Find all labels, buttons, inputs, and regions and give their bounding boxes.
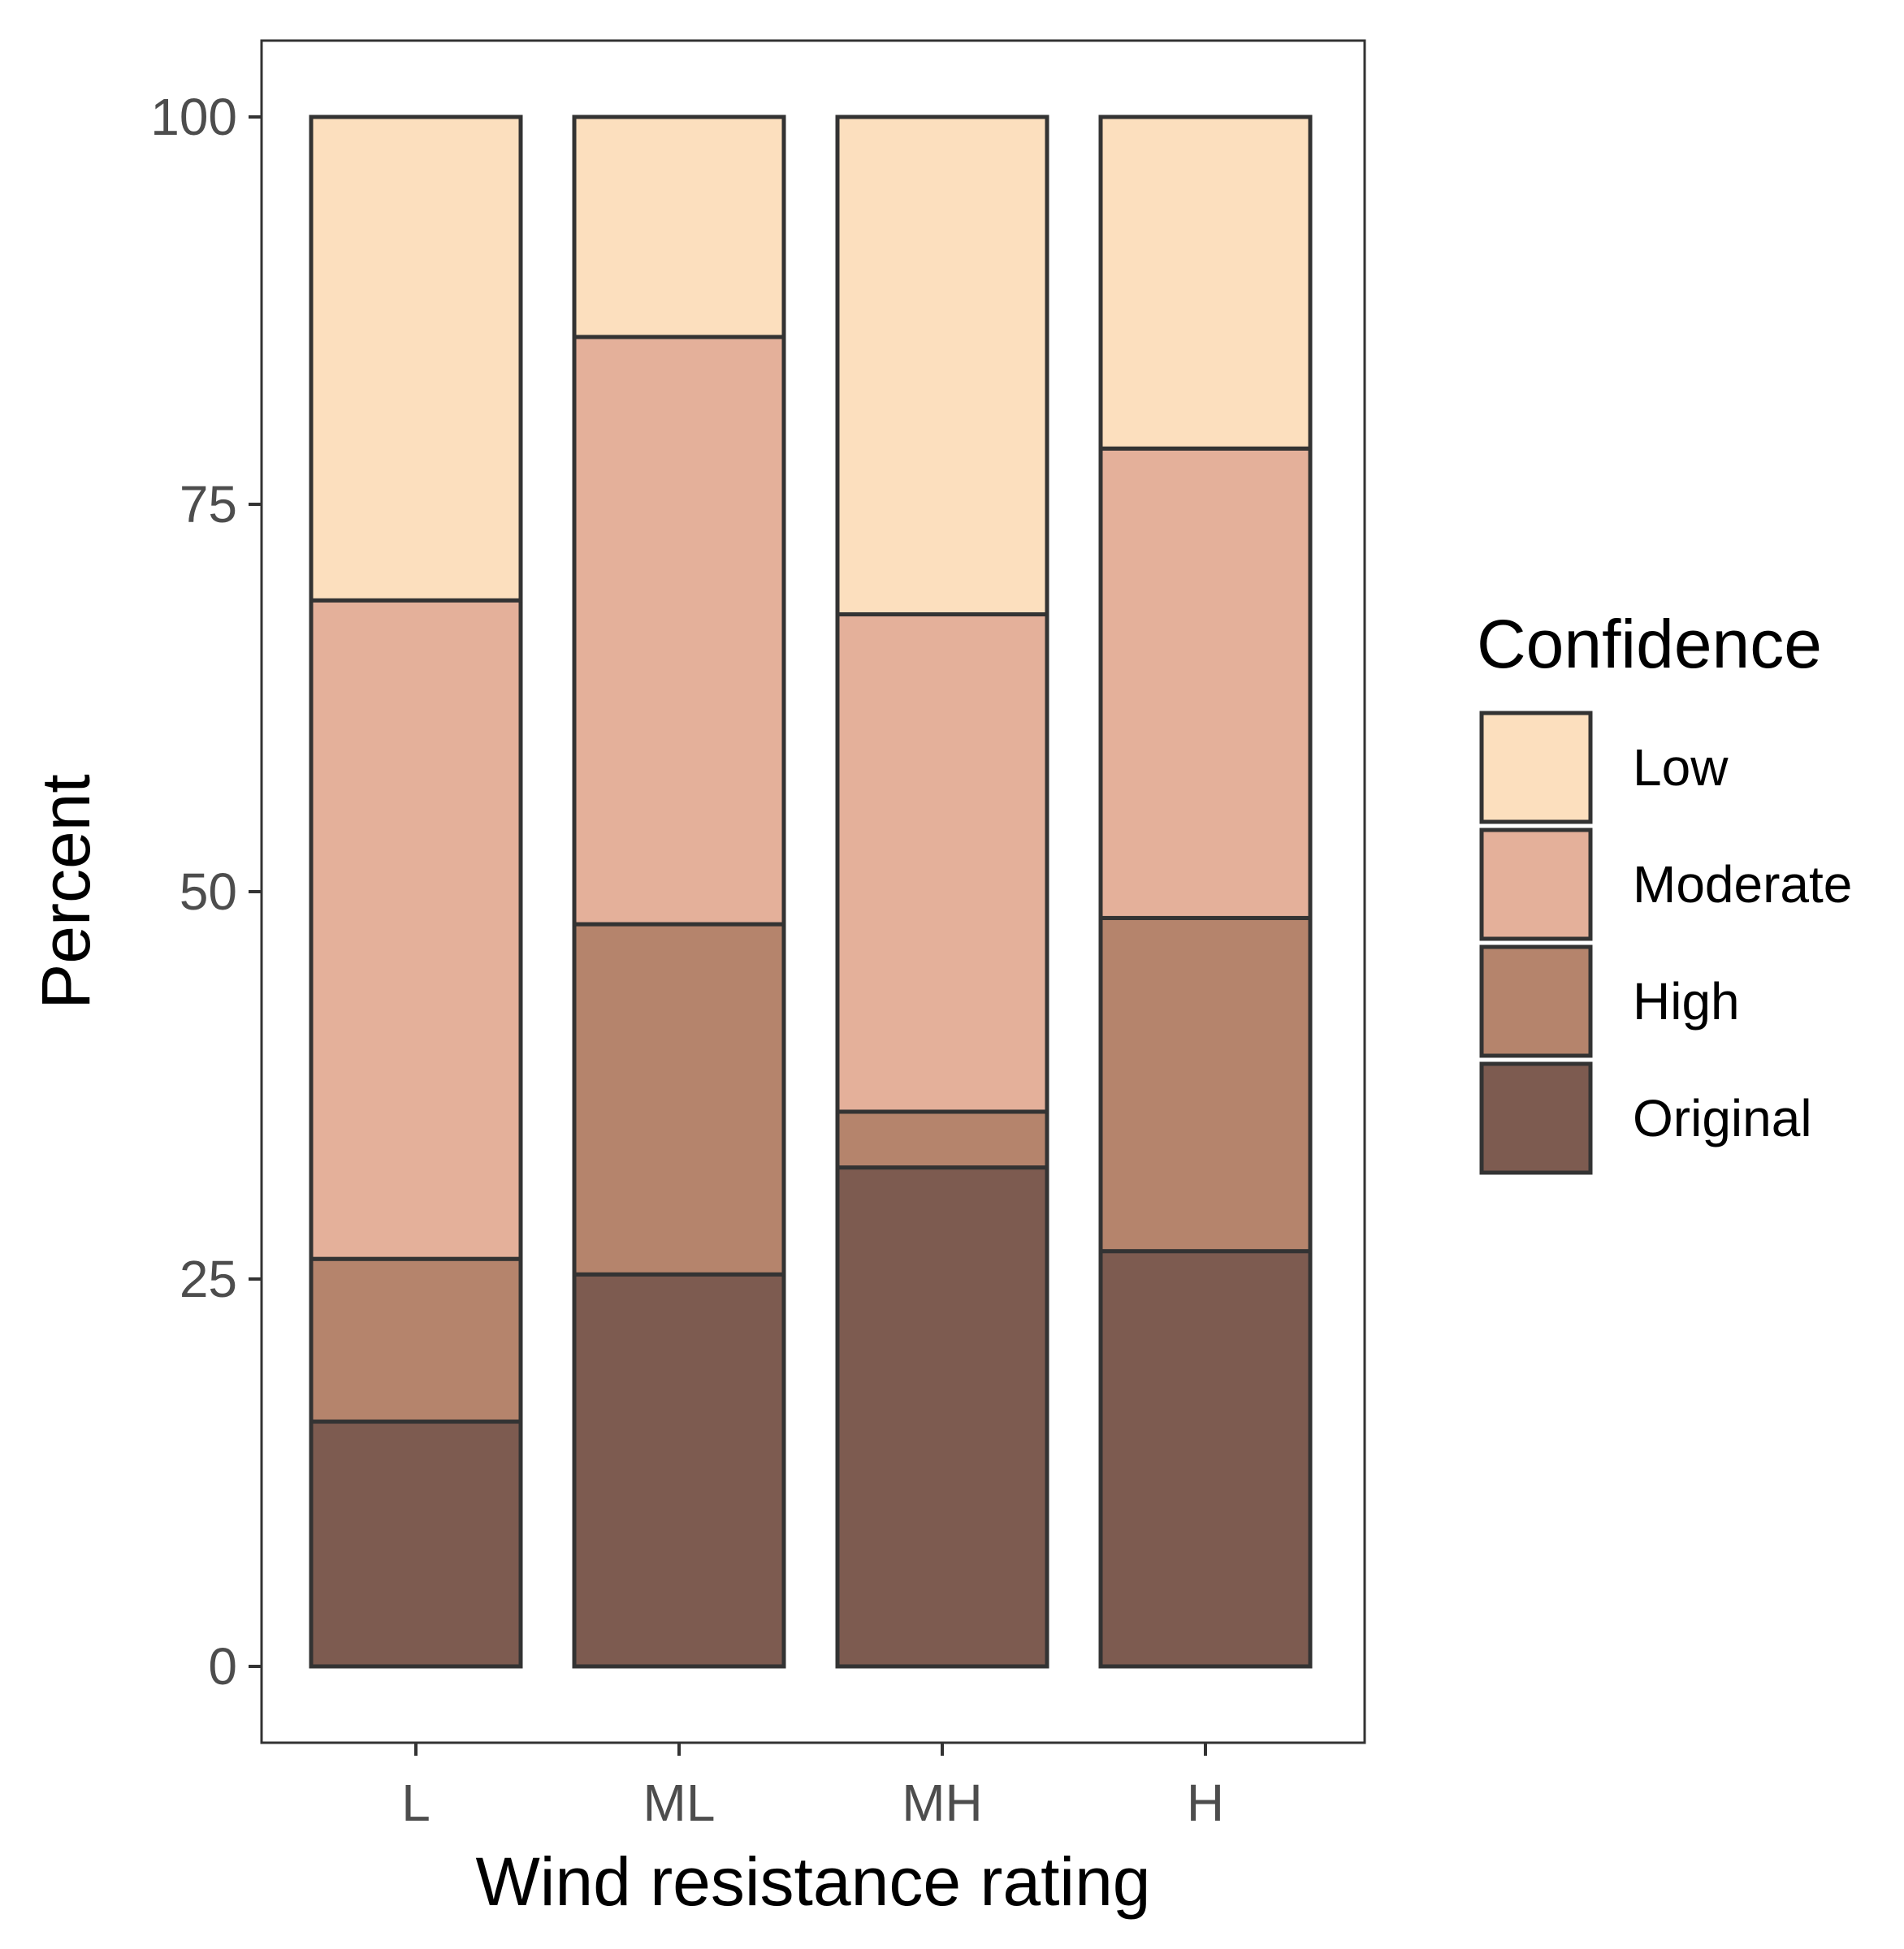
legend-key-high [1479,944,1593,1058]
legend: Confidence Low Moderate High Original [1477,606,1852,1175]
y-tick-label-75: 75 [180,475,237,534]
y-axis: 0 25 50 75 100 [150,88,262,1696]
legend-key-moderate [1479,828,1593,941]
bar-segment-mh-moderate [835,611,1049,1114]
x-axis: L ML MH H [401,1743,1224,1832]
legend-key-low [1479,711,1593,824]
x-tick-label-h: H [1187,1774,1224,1832]
legend-label-low: Low [1633,738,1729,797]
bar-segment-mh-high [835,1109,1049,1170]
x-tick-label-l: L [401,1774,431,1832]
x-tick-label-ml: ML [643,1774,716,1832]
y-axis-title: Percent [28,774,104,1009]
bar-segment-mh-low [835,115,1049,616]
bar-segment-l-high [309,1256,523,1424]
legend-key-original [1479,1061,1593,1175]
bar-segment-ml-moderate [572,335,786,927]
bar-segment-ml-original [572,1272,786,1669]
y-tick-label-100: 100 [150,88,237,146]
legend-label-high: High [1633,972,1740,1031]
bar-segment-h-moderate [1098,446,1313,920]
legend-title: Confidence [1477,606,1822,682]
legend-items: Low Moderate High Original [1479,711,1852,1175]
bar-segment-l-original [309,1420,523,1669]
y-tick-label-50: 50 [180,862,237,921]
x-tick-label-mh: MH [902,1774,983,1832]
bar-segment-h-original [1098,1249,1313,1669]
y-tick-label-25: 25 [180,1250,237,1308]
bars-group [309,115,1313,1669]
bar-segment-h-low [1098,115,1313,451]
bar-segment-mh-original [835,1165,1049,1669]
legend-label-moderate: Moderate [1633,855,1852,914]
bar-segment-ml-low [572,115,786,339]
bar-segment-ml-high [572,922,786,1277]
legend-label-original: Original [1633,1089,1812,1147]
bar-segment-h-high [1098,915,1313,1254]
bar-segment-l-low [309,115,523,603]
x-axis-title: Wind resistance rating [475,1843,1150,1920]
y-tick-label-0: 0 [208,1637,237,1696]
bar-segment-l-moderate [309,598,523,1261]
